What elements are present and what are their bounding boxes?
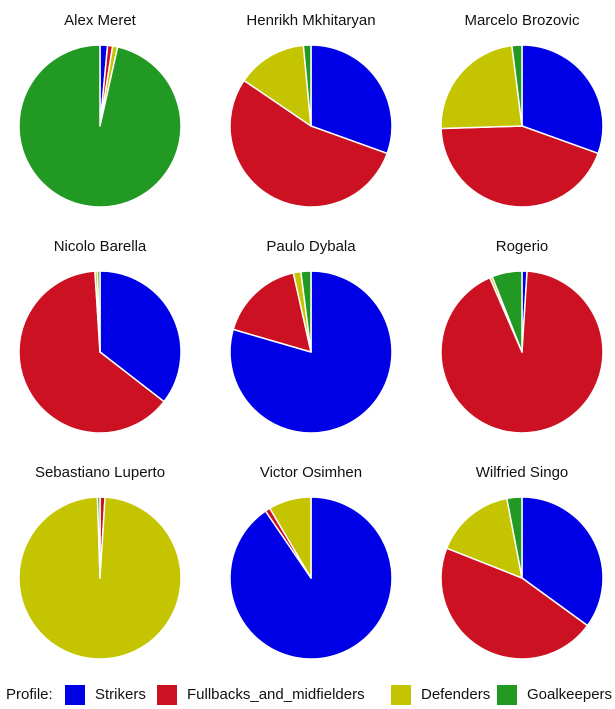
- panel-title: Victor Osimhen: [260, 464, 362, 481]
- pie-slice: [99, 270, 182, 403]
- legend-title: Profile:: [6, 686, 53, 703]
- pie-slice: [18, 44, 182, 208]
- pie-slice: [521, 44, 604, 155]
- pie-panel: Nicolo Barella: [18, 238, 182, 434]
- pie-slice: [521, 496, 604, 627]
- legend-label: Fullbacks_and_midfielders: [187, 686, 365, 703]
- legend: Profile: Strikers Fullbacks_and_midfielder…: [6, 685, 612, 705]
- pie-slice: [300, 270, 312, 353]
- panel-title: Rogerio: [496, 238, 549, 255]
- pie-slice: [243, 44, 312, 127]
- pie-panel: Sebastiano Luperto: [18, 464, 182, 660]
- pie-slice: [269, 496, 312, 579]
- panel-title: Wilfried Singo: [476, 464, 569, 481]
- panel-title: Marcelo Brozovic: [464, 12, 580, 29]
- pie-panel: Victor Osimhen: [229, 464, 393, 660]
- pie-panel: Alex Meret: [18, 12, 182, 208]
- panel-title: Sebastiano Luperto: [35, 464, 165, 481]
- pie-panel: Paulo Dybala: [229, 238, 393, 434]
- pie-slice: [302, 44, 312, 127]
- legend-label: Defenders: [421, 686, 490, 703]
- pie-slice: [511, 44, 523, 127]
- pie-slice: [445, 497, 523, 579]
- pie-slice: [96, 270, 101, 353]
- legend-swatch: [157, 685, 177, 705]
- pie-slice: [506, 496, 523, 579]
- legend-label: Goalkeepers: [527, 686, 612, 703]
- pie-panel: Marcelo Brozovic: [440, 12, 604, 208]
- pie-panel: Henrikh Mkhitaryan: [229, 12, 393, 208]
- pie-slice: [440, 125, 599, 208]
- legend-swatch: [391, 685, 411, 705]
- pie-slice: [96, 496, 101, 579]
- pie-slice: [440, 44, 523, 130]
- pie-panel: Rogerio: [440, 238, 604, 434]
- legend-label: Strikers: [95, 686, 146, 703]
- pie-panel: Wilfried Singo: [440, 464, 604, 660]
- panel-title: Alex Meret: [64, 12, 137, 29]
- panel-title: Henrikh Mkhitaryan: [246, 12, 375, 29]
- legend-swatch: [497, 685, 517, 705]
- pie-slice: [18, 270, 165, 434]
- legend-swatch: [65, 685, 85, 705]
- pie-slice: [491, 270, 523, 353]
- panel-title: Nicolo Barella: [54, 238, 147, 255]
- pie-slice: [229, 79, 388, 208]
- pie-slice: [440, 547, 589, 660]
- pie-slice: [310, 44, 393, 155]
- panel-title: Paulo Dybala: [266, 238, 356, 255]
- pie-slice: [232, 272, 312, 353]
